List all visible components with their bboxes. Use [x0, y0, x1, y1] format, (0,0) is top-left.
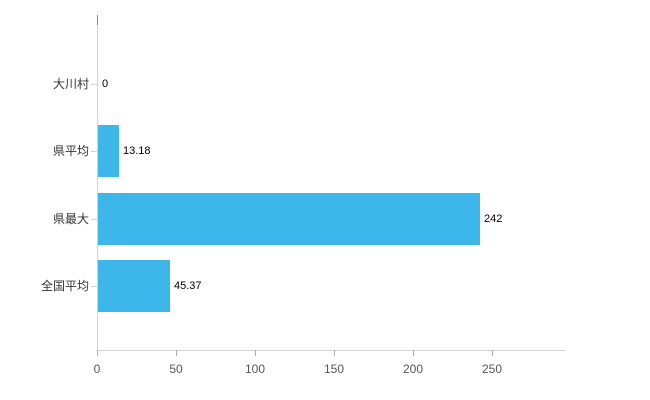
x-tick-label: 150 [323, 362, 345, 376]
category-label: 県平均 [52, 144, 89, 158]
x-tick-mark [255, 350, 256, 356]
x-tick-label: 50 [169, 362, 183, 376]
x-tick-mark [413, 350, 414, 356]
category-tick-mark [91, 286, 97, 287]
value-label: 13.18 [123, 145, 151, 157]
x-tick-label: 0 [93, 362, 101, 376]
bar [98, 125, 119, 177]
x-axis-line [97, 350, 565, 351]
value-label: 242 [484, 213, 503, 225]
y-axis-top-tick [97, 15, 98, 25]
x-tick-mark [334, 350, 335, 356]
bar [98, 260, 170, 312]
x-tick-label: 100 [244, 362, 266, 376]
category-tick-mark [91, 84, 97, 85]
x-tick-label: 250 [481, 362, 503, 376]
category-label: 大川村 [52, 77, 89, 91]
category-label: 全国平均 [40, 279, 89, 293]
bar [98, 193, 480, 245]
category-tick-mark [91, 151, 97, 152]
value-label: 0 [102, 78, 109, 90]
x-tick-mark [176, 350, 177, 356]
category-tick-mark [91, 219, 97, 220]
x-tick-label: 200 [402, 362, 424, 376]
x-tick-mark [492, 350, 493, 356]
x-tick-mark [97, 350, 98, 356]
value-label: 45.37 [174, 280, 202, 292]
category-label: 県最大 [52, 212, 89, 226]
y-axis-line [97, 15, 98, 350]
